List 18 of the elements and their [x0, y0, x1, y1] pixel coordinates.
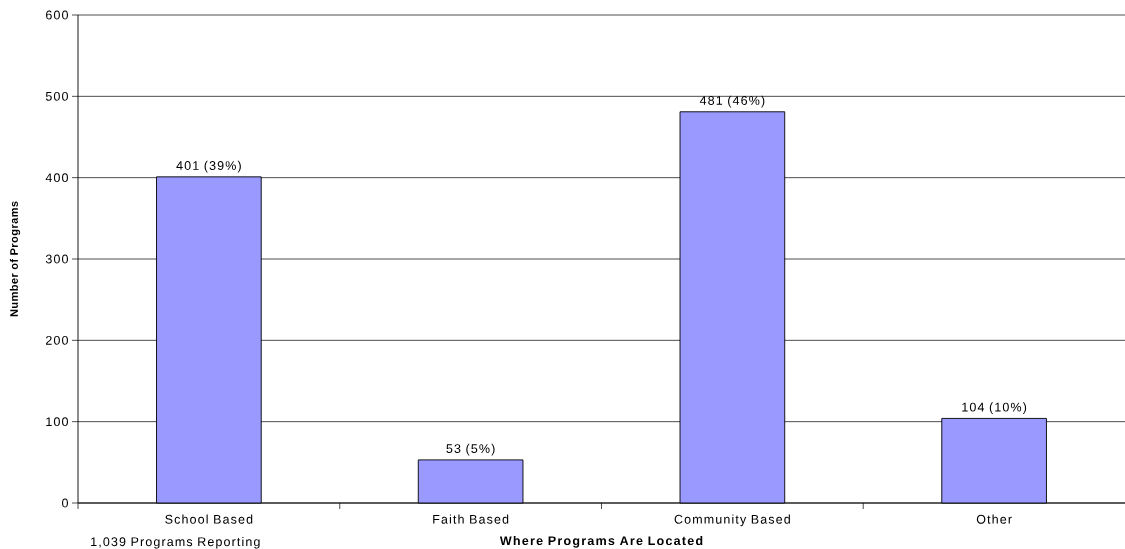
data-label: 104 (10%): [962, 402, 1027, 415]
text: 1,039 Programs Reporting: [91, 536, 260, 549]
y-axis-title: Number of Programs: [9, 201, 21, 317]
y-tick-label: 600: [46, 10, 68, 20]
y-tick-label: 200: [46, 335, 68, 345]
data-label: 481 (46%): [699, 95, 765, 108]
y-tick-label: 0: [62, 498, 68, 508]
y-tick-label: 500: [45, 91, 68, 101]
x-tick-label: School Based: [165, 514, 253, 524]
x-axis-title: Where Programs Are Located: [499, 535, 703, 548]
data-label: 53 (5%): [446, 443, 495, 456]
x-tick-label: Other: [976, 514, 1012, 524]
y-tick-label: 300: [45, 254, 68, 264]
x-tick-label: Community Based: [674, 514, 790, 527]
y-tick-label: 400: [45, 173, 68, 183]
x-tick-label: Faith Based: [433, 514, 509, 524]
data-label: 401 (39%): [176, 160, 241, 173]
y-tick-label: 100: [46, 417, 68, 427]
